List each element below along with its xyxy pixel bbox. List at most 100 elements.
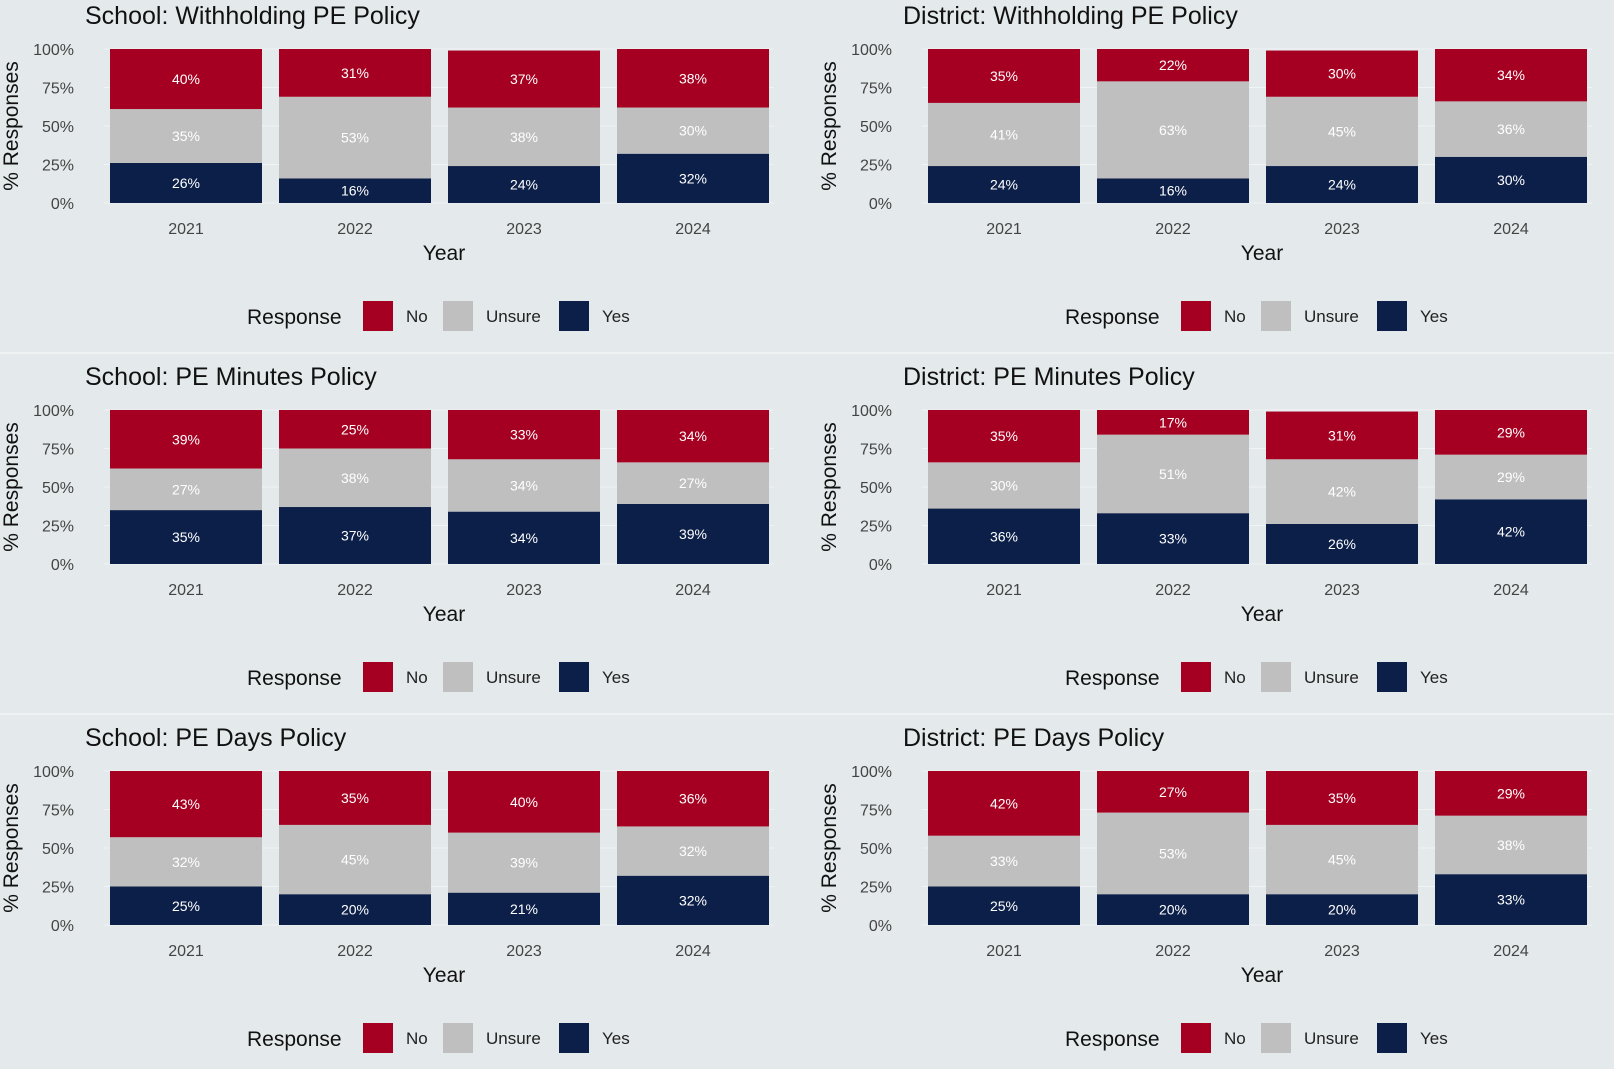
- legend-label-no: No: [406, 307, 428, 326]
- y-tick-label: 25%: [860, 519, 892, 536]
- x-axis-label: Year: [423, 964, 465, 987]
- bar-segment-no: [279, 410, 431, 449]
- x-axis-label: Year: [1241, 242, 1283, 265]
- bar-value-label: 35%: [341, 790, 369, 806]
- legend-label-no: No: [1224, 668, 1246, 687]
- y-tick-label: 75%: [860, 803, 892, 820]
- bar-value-label: 45%: [1328, 123, 1356, 139]
- bar-segment-unsure: [1435, 101, 1587, 157]
- y-tick-label: 50%: [42, 119, 74, 136]
- legend-title: Response: [1065, 667, 1160, 690]
- x-axis-label: Year: [1241, 964, 1283, 987]
- bar-value-label: 42%: [1328, 484, 1356, 500]
- y-tick-label: 75%: [860, 442, 892, 459]
- legend-title: Response: [247, 306, 342, 329]
- x-tick-label: 2024: [675, 943, 711, 960]
- bar-value-label: 41%: [990, 126, 1018, 142]
- x-tick-label: 2021: [168, 582, 204, 599]
- bar-segment-yes: [1266, 523, 1418, 564]
- x-tick-label: 2021: [986, 943, 1022, 960]
- chart-panel: School: PE Days Policy 0% 25% 50% 75% 100% % R…: [0, 724, 774, 1053]
- x-tick-label: 2023: [1324, 221, 1360, 238]
- legend: Response No Unsure Yes: [247, 1023, 630, 1053]
- bar-value-label: 38%: [341, 470, 369, 486]
- y-tick-label: 0%: [869, 196, 892, 213]
- bar-segment-no: [928, 410, 1080, 463]
- bar-value-label: 35%: [990, 68, 1018, 84]
- y-tick-label: 100%: [851, 764, 892, 781]
- bar-segment-unsure: [1435, 815, 1587, 875]
- x-tick-label: 2023: [1324, 943, 1360, 960]
- legend-key-yes: [1377, 301, 1407, 331]
- bar-segment-unsure: [110, 109, 262, 163]
- bar-value-label: 39%: [172, 431, 200, 447]
- chart-panel: District: PE Days Policy 0% 25% 50% 75% 100%%…: [818, 724, 1592, 1053]
- bar-segment-no: [928, 771, 1080, 836]
- legend-title: Response: [247, 1028, 342, 1051]
- bar-value-label: 53%: [1159, 845, 1187, 861]
- bar-segment-no: [448, 771, 600, 833]
- chart-title: School: Withholding PE Policy: [85, 2, 420, 30]
- bar-value-label: 34%: [510, 477, 538, 493]
- bar-value-label: 27%: [679, 475, 707, 491]
- bar-value-label: 36%: [1497, 121, 1525, 137]
- bar-segment-yes: [617, 503, 769, 564]
- bar-value-label: 31%: [1328, 427, 1356, 443]
- bar-segment-no: [1097, 771, 1249, 813]
- bar-segment-no: [617, 771, 769, 827]
- bar-value-label: 33%: [990, 853, 1018, 869]
- bar-value-label: 53%: [341, 130, 369, 146]
- bar-value-label: 36%: [990, 528, 1018, 544]
- bar-segment-yes: [448, 892, 600, 925]
- bar-segment-no: [279, 771, 431, 825]
- bar-value-label: 45%: [341, 852, 369, 868]
- legend-label-yes: Yes: [1420, 668, 1448, 687]
- bar-segment-yes: [1097, 513, 1249, 564]
- y-tick-label: 75%: [42, 81, 74, 98]
- legend-key-unsure: [443, 301, 473, 331]
- bar-value-label: 34%: [1497, 67, 1525, 83]
- legend-key-unsure: [1261, 301, 1291, 331]
- bar-segment-unsure: [928, 462, 1080, 509]
- bar-value-label: 51%: [1159, 466, 1187, 482]
- legend-key-unsure: [1261, 662, 1291, 692]
- bar-segment-no: [110, 49, 262, 110]
- bar-segment-unsure: [1266, 459, 1418, 524]
- y-axis-label: % Responses: [818, 422, 841, 552]
- x-axis-label: Year: [423, 603, 465, 626]
- bar-value-label: 35%: [172, 128, 200, 144]
- y-tick-label: 100%: [851, 403, 892, 420]
- bar-segment-unsure: [448, 459, 600, 512]
- y-tick-label: 50%: [42, 480, 74, 497]
- legend-key-no: [363, 662, 393, 692]
- bar-segment-yes: [1266, 894, 1418, 925]
- bar-segment-unsure: [617, 107, 769, 154]
- bar-segment-unsure: [928, 835, 1080, 887]
- bar-segment-no: [1266, 411, 1418, 460]
- y-axis-label: % Responses: [818, 61, 841, 191]
- y-tick-label: 100%: [33, 42, 74, 59]
- legend-key-yes: [1377, 662, 1407, 692]
- bar-value-label: 33%: [1159, 531, 1187, 547]
- bar-segment-no: [1097, 410, 1249, 435]
- y-tick-label: 0%: [51, 196, 74, 213]
- bar-value-label: 24%: [510, 177, 538, 193]
- bar-value-label: 30%: [1497, 172, 1525, 188]
- legend: Response No Unsure Yes: [1065, 1023, 1448, 1053]
- bar-value-label: 32%: [679, 170, 707, 186]
- bar-value-label: 32%: [679, 843, 707, 859]
- bar-value-label: 33%: [1497, 892, 1525, 908]
- legend: Response No Unsure Yes: [1065, 662, 1448, 692]
- bar-segment-unsure: [617, 462, 769, 504]
- legend-label-yes: Yes: [602, 1029, 630, 1048]
- bar-segment-yes: [617, 153, 769, 203]
- y-tick-label: 100%: [33, 403, 74, 420]
- bar-value-label: 20%: [1159, 902, 1187, 918]
- bar-segment-unsure: [279, 448, 431, 508]
- bar-value-label: 21%: [510, 901, 538, 917]
- bar-segment-unsure: [1266, 96, 1418, 167]
- x-tick-label: 2023: [506, 943, 542, 960]
- legend-title: Response: [1065, 1028, 1160, 1051]
- bar-segment-unsure: [110, 837, 262, 887]
- bar-segment-yes: [1435, 499, 1587, 564]
